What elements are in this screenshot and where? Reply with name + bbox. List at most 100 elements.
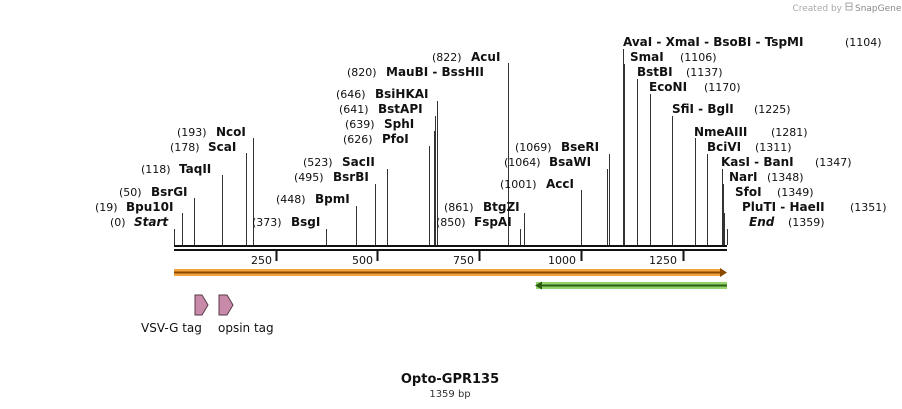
site-nmeaiii-name: NmeAIII <box>694 125 747 139</box>
site-bstbi[interactable]: BstBI (1137) <box>637 65 723 79</box>
snapgene-logo-icon <box>845 2 853 11</box>
site-maubi-bsshii[interactable]: (820) MauBI - BssHII <box>347 65 484 79</box>
site-sphi[interactable]: (639) SphI <box>345 117 414 131</box>
site-acui[interactable]: (822) AcuI <box>432 50 500 64</box>
site-bcivi-pos: (1311) <box>755 141 792 154</box>
site-bsihkai[interactable]: (646) BsiHKAI <box>336 87 429 101</box>
site-bsihkai-name: BsiHKAI <box>375 87 429 101</box>
snapgene-credit: Created by SnapGene <box>792 2 902 14</box>
tick-label: 1250 <box>649 254 677 267</box>
vsvg-tag-label: VSV-G tag <box>141 321 202 335</box>
tick-label: 250 <box>251 254 272 267</box>
feature-vsvg-tag[interactable]: VSV-G tag <box>141 294 209 335</box>
tick-label: 750 <box>453 254 474 267</box>
site-bcivi[interactable]: BciVI (1311) <box>707 140 792 154</box>
credit-brand: SnapGene <box>855 4 902 14</box>
site-ncoi-name: NcoI <box>216 125 246 139</box>
site-acui-name: AcuI <box>471 50 500 64</box>
site-bsrgi[interactable]: (50) BsrGI <box>119 185 188 199</box>
site-avai-xmai-bsobi-tspmi-pos: (1104) <box>845 36 882 49</box>
site-scai[interactable]: (178) ScaI <box>170 140 236 154</box>
orf-reverse-line <box>541 284 727 287</box>
orf-reverse[interactable] <box>535 281 727 290</box>
site-bstapi[interactable]: (641) BstAPI <box>339 102 423 116</box>
site-bsgi-pos: (373) <box>252 216 282 229</box>
site-avai-xmai-bsobi-tspmi[interactable]: AvaI - XmaI - BsoBI - TspMI (1104) <box>623 35 882 49</box>
site-bstbi-name: BstBI <box>637 65 673 79</box>
site-start-name: Start <box>134 215 169 229</box>
site-btgzi-name: BtgZI <box>483 200 520 214</box>
site-bstbi-pos: (1137) <box>686 66 723 79</box>
site-bsrgi-pos: (50) <box>119 186 142 199</box>
site-pfoi-pos: (626) <box>343 133 373 146</box>
site-ncoi[interactable]: (193) NcoI <box>177 125 246 139</box>
site-bpmi-pos: (448) <box>276 193 306 206</box>
site-end[interactable]: End (1359) <box>749 215 825 229</box>
site-nmeaiii-pos: (1281) <box>771 126 808 139</box>
site-sacii[interactable]: (523) SacII <box>303 155 375 169</box>
site-bsrbi-pos: (495) <box>294 171 324 184</box>
feature-opsin-tag[interactable]: opsin tag <box>218 294 274 335</box>
site-sfoi[interactable]: SfoI (1349) <box>735 185 814 199</box>
orf-forward-arrowhead-icon <box>720 268 727 277</box>
restriction-sites: (0) Start (19) Bpu10I (50) BsrGI (118) T… <box>95 35 887 245</box>
site-acci-pos: (1001) <box>500 178 537 191</box>
site-econi-name: EcoNI <box>649 80 687 94</box>
site-start-pos: (0) <box>110 216 126 229</box>
site-nmeaiii[interactable]: NmeAIII (1281) <box>694 125 808 139</box>
site-sfoi-pos: (1349) <box>777 186 814 199</box>
site-sphi-name: SphI <box>384 117 414 131</box>
tick-label: 1000 <box>548 254 576 267</box>
site-acci-name: AccI <box>546 177 574 191</box>
site-pluti-haeii-pos: (1351) <box>850 201 887 214</box>
site-pfoi-name: PfoI <box>382 132 409 146</box>
site-smai[interactable]: SmaI (1106) <box>630 50 717 64</box>
site-end-pos: (1359) <box>788 216 825 229</box>
site-btgzi[interactable]: (861) BtgZI <box>444 200 520 214</box>
site-bsawi-pos: (1064) <box>504 156 541 169</box>
site-acui-pos: (822) <box>432 51 462 64</box>
site-bstapi-pos: (641) <box>339 103 369 116</box>
credit-prefix: Created by <box>792 4 842 14</box>
site-bseri-pos: (1069) <box>515 141 552 154</box>
top-strand <box>174 245 727 247</box>
site-econi[interactable]: EcoNI (1170) <box>649 80 741 94</box>
site-smai-pos: (1106) <box>680 51 717 64</box>
orf-forward-line <box>174 271 722 274</box>
site-sfii-bgli-name: SfiI - BglI <box>672 102 734 116</box>
site-scai-pos: (178) <box>170 141 200 154</box>
site-fspai[interactable]: (850) FspAI <box>436 215 512 229</box>
site-kasi-bani[interactable]: KasI - BanI (1347) <box>721 155 852 169</box>
site-taqii[interactable]: (118) TaqII <box>141 162 211 176</box>
site-btgzi-pos: (861) <box>444 201 474 214</box>
site-bpu10i-name: Bpu10I <box>126 200 173 214</box>
site-bsgi[interactable]: (373) BsgI <box>252 215 320 229</box>
site-bpu10i[interactable]: (19) Bpu10I <box>95 200 173 214</box>
site-pfoi[interactable]: (626) PfoI <box>343 132 409 146</box>
site-nari[interactable]: NarI (1348) <box>729 170 804 184</box>
site-bsrgi-name: BsrGI <box>151 185 188 199</box>
site-sphi-pos: (639) <box>345 118 375 131</box>
site-bseri-name: BseRI <box>561 140 599 154</box>
orf-forward[interactable] <box>174 268 727 277</box>
site-bsawi[interactable]: (1064) BsaWI <box>504 155 591 169</box>
site-bsihkai-pos: (646) <box>336 88 366 101</box>
site-maubi-bsshii-name: MauBI - BssHII <box>386 65 484 79</box>
site-sacii-name: SacII <box>342 155 375 169</box>
site-bsrbi[interactable]: (495) BsrBI <box>294 170 369 184</box>
site-acci[interactable]: (1001) AccI <box>500 177 574 191</box>
orf-reverse-arrowhead-icon <box>535 281 542 290</box>
site-sfii-bgli[interactable]: SfiI - BglI (1225) <box>672 102 791 116</box>
bottom-strand <box>174 249 727 251</box>
site-avai-xmai-bsobi-tspmi-name: AvaI - XmaI - BsoBI - TspMI <box>623 35 803 49</box>
features: VSV-G tag opsin tag <box>141 268 727 335</box>
site-bpu10i-pos: (19) <box>95 201 118 214</box>
site-bpmi[interactable]: (448) BpmI <box>276 192 350 206</box>
site-pluti-haeii[interactable]: PluTI - HaeII (1351) <box>742 200 887 214</box>
tick-label: 500 <box>352 254 373 267</box>
site-start[interactable]: (0) Start <box>110 215 169 229</box>
map-title: Opto-GPR135 1359 bp <box>401 372 499 400</box>
dna-backbone[interactable] <box>174 245 727 251</box>
site-bseri[interactable]: (1069) BseRI <box>515 140 599 154</box>
